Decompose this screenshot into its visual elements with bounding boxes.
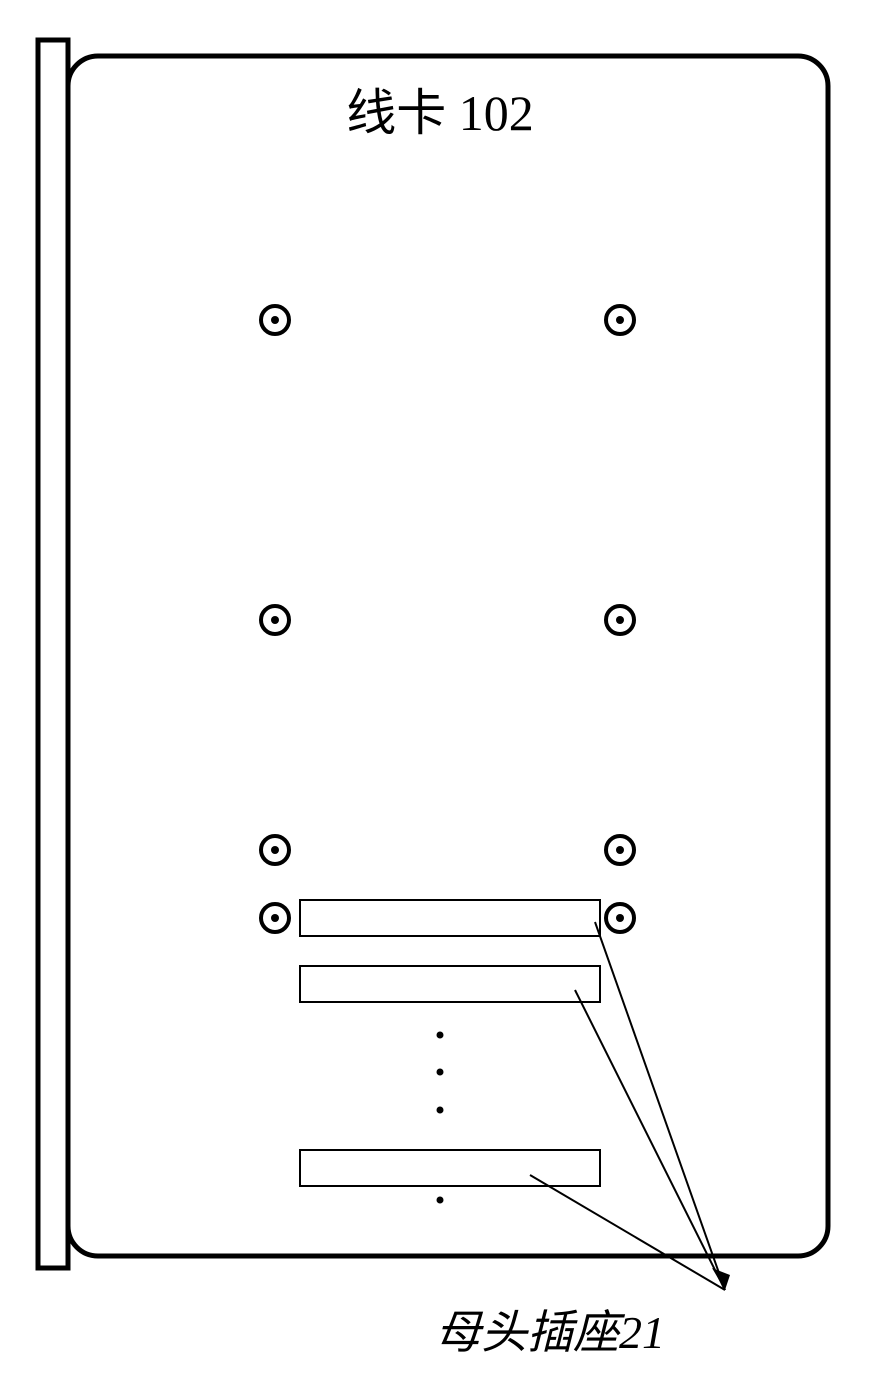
hole-inner <box>271 846 279 854</box>
hole-inner <box>616 914 624 922</box>
hole-row-1 <box>261 306 634 334</box>
bracket-bar <box>38 40 68 1268</box>
hole-row-4 <box>261 904 634 932</box>
hole-inner <box>271 914 279 922</box>
hole-inner <box>271 316 279 324</box>
hole-inner <box>616 846 624 854</box>
socket-slot <box>300 966 600 1002</box>
hole-row-2 <box>261 606 634 634</box>
socket-slot <box>300 900 600 936</box>
ellipsis-dot <box>437 1197 444 1204</box>
ellipsis-dot <box>437 1032 444 1039</box>
socket-slot <box>300 1150 600 1186</box>
ellipsis-dot <box>437 1107 444 1114</box>
hole-inner <box>271 616 279 624</box>
socket-label: 母头插座21 <box>435 1307 665 1358</box>
ellipsis-dot <box>437 1069 444 1076</box>
line-card-outline <box>68 56 828 1256</box>
bracket <box>38 40 68 1268</box>
leader-lines <box>530 922 725 1290</box>
hole-row-3 <box>261 836 634 864</box>
card-title: 线卡 102 <box>346 85 534 141</box>
leader-line <box>595 922 725 1290</box>
hole-inner <box>616 616 624 624</box>
diagram-canvas: 线卡 102 母头插座21 <box>0 0 880 1376</box>
hole-inner <box>616 316 624 324</box>
